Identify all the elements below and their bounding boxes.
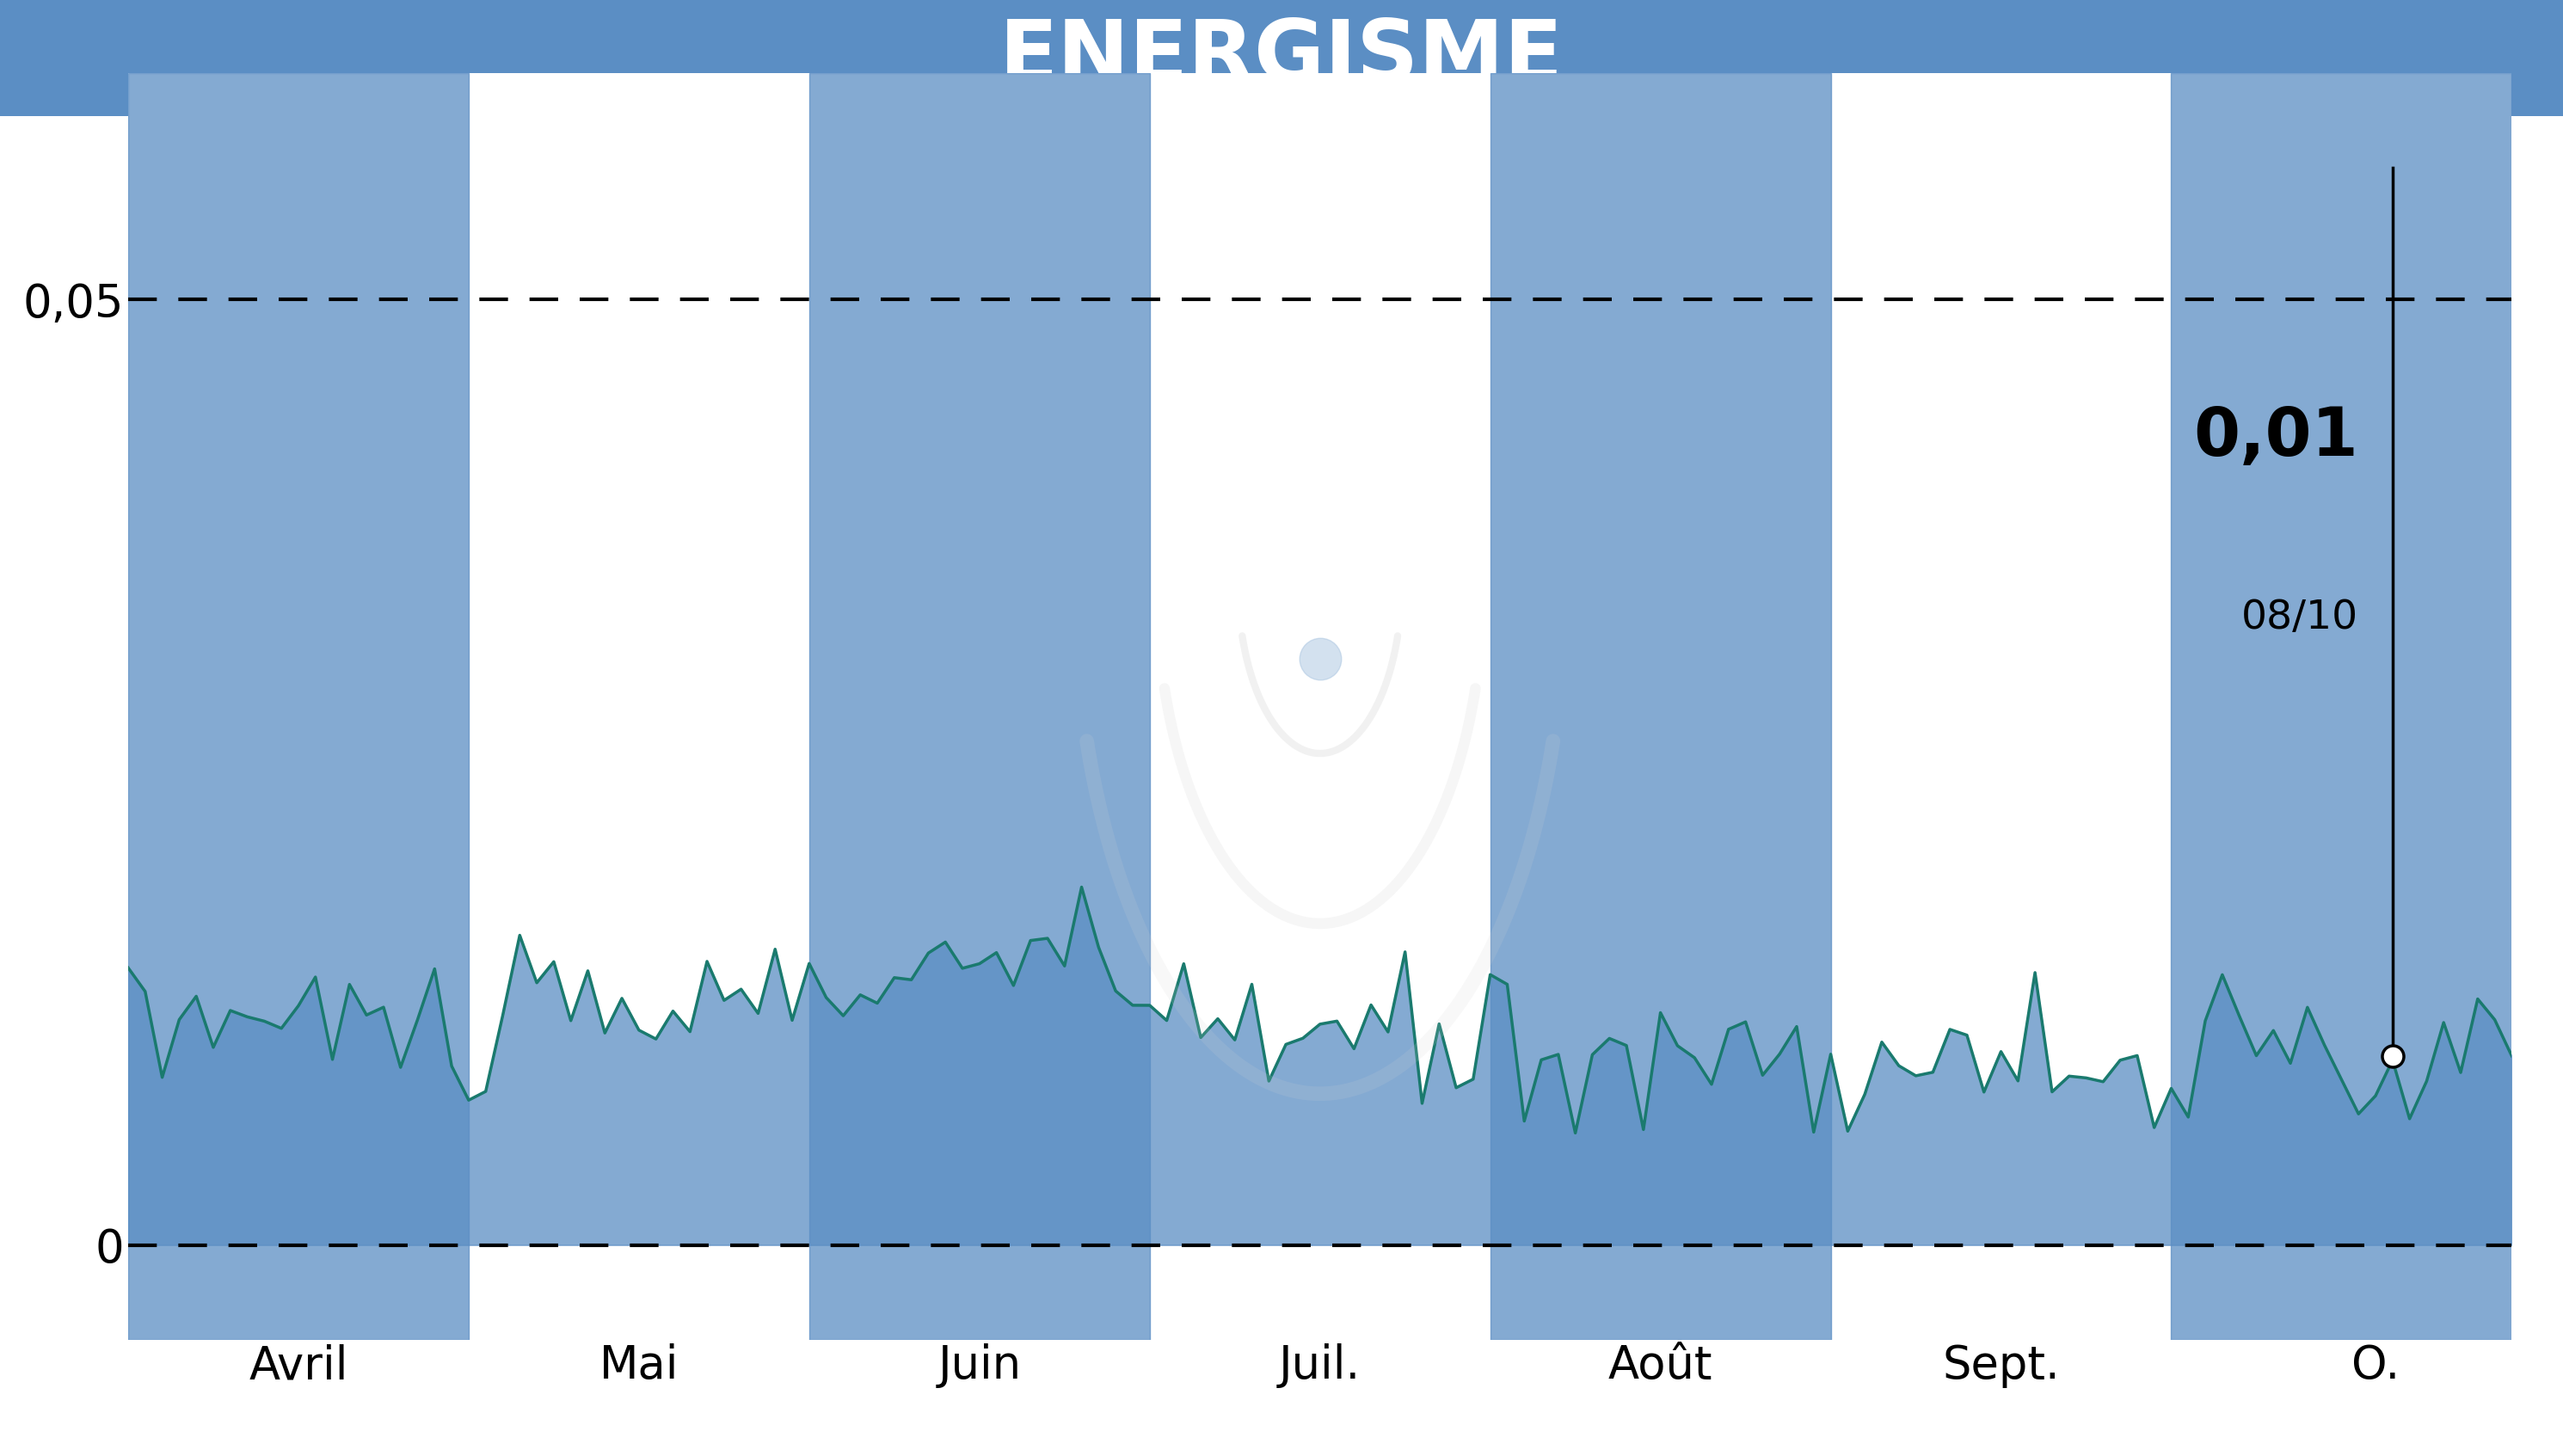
Text: 0,01: 0,01 <box>2194 405 2358 470</box>
Bar <box>810 73 1151 1340</box>
Bar <box>128 73 469 1340</box>
Text: ENERGISME: ENERGISME <box>1000 16 1563 100</box>
Bar <box>1489 73 1830 1340</box>
Bar <box>2171 73 2512 1340</box>
Text: 08/10: 08/10 <box>2243 598 2358 638</box>
